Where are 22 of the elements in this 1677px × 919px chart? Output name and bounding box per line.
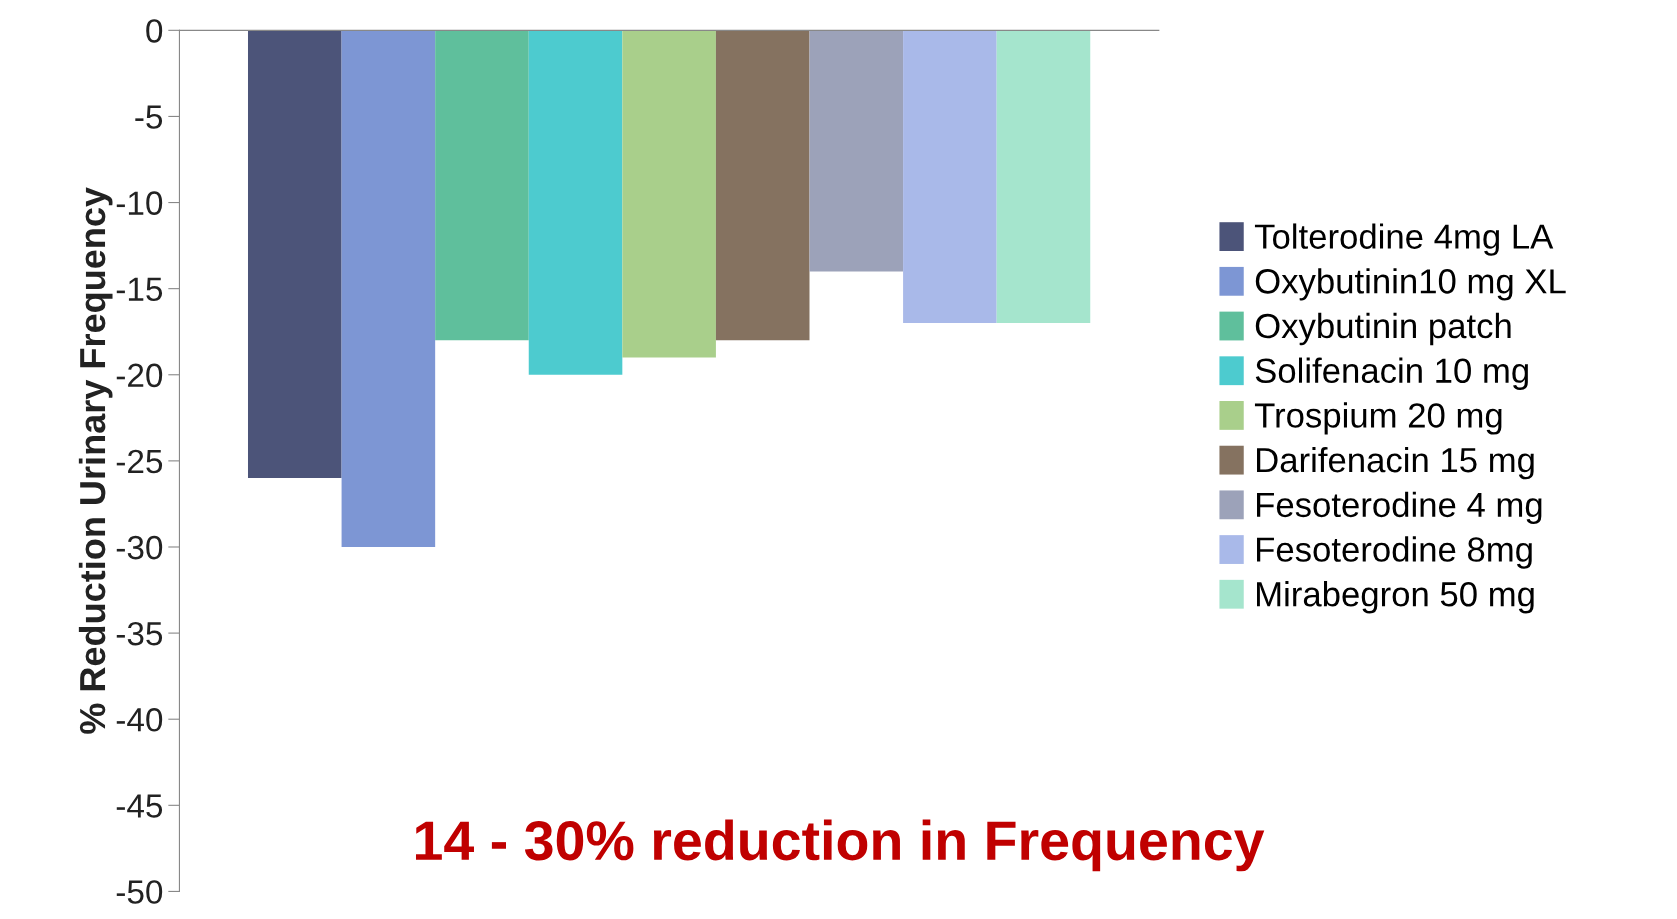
legend-label: Trospium 20 mg [1254,402,1502,435]
y-tick-label: -50 [116,880,163,904]
legend-label: Fesoterodine 4 mg [1257,491,1542,525]
y-tick-label: -15 [116,277,163,302]
legend-label: Tolterodine 4mg LA [1254,223,1554,256]
y-tick-label: -40 [116,708,163,732]
y-tick-label: -35 [116,621,163,646]
legend-label: Mirabegron 50 mg [1257,581,1534,614]
y-tick-label: 0 [146,19,163,43]
legend-label: Fesoterodine 8mg [1257,536,1532,569]
y-tick-label: -10 [116,191,163,215]
legend-label: Solifenacin 10 mg [1255,357,1528,390]
legend-label: Oxybutinin patch [1255,312,1511,346]
y-tick-label: -5 [135,105,163,129]
y-tick-label: -45 [116,794,163,818]
annotation: 14 - 30% reduction in Frequency [415,819,1265,872]
y-axis-title: % Reduction Urinary Frequency [78,187,113,734]
legend-label: Darifenacin 15 mg [1257,446,1534,480]
y-tick-label: -20 [116,363,163,388]
y-tick-label: -25 [116,449,163,474]
y-tick-label: -30 [116,535,163,560]
legend-label: Oxybutinin10 mg XL [1255,268,1566,301]
